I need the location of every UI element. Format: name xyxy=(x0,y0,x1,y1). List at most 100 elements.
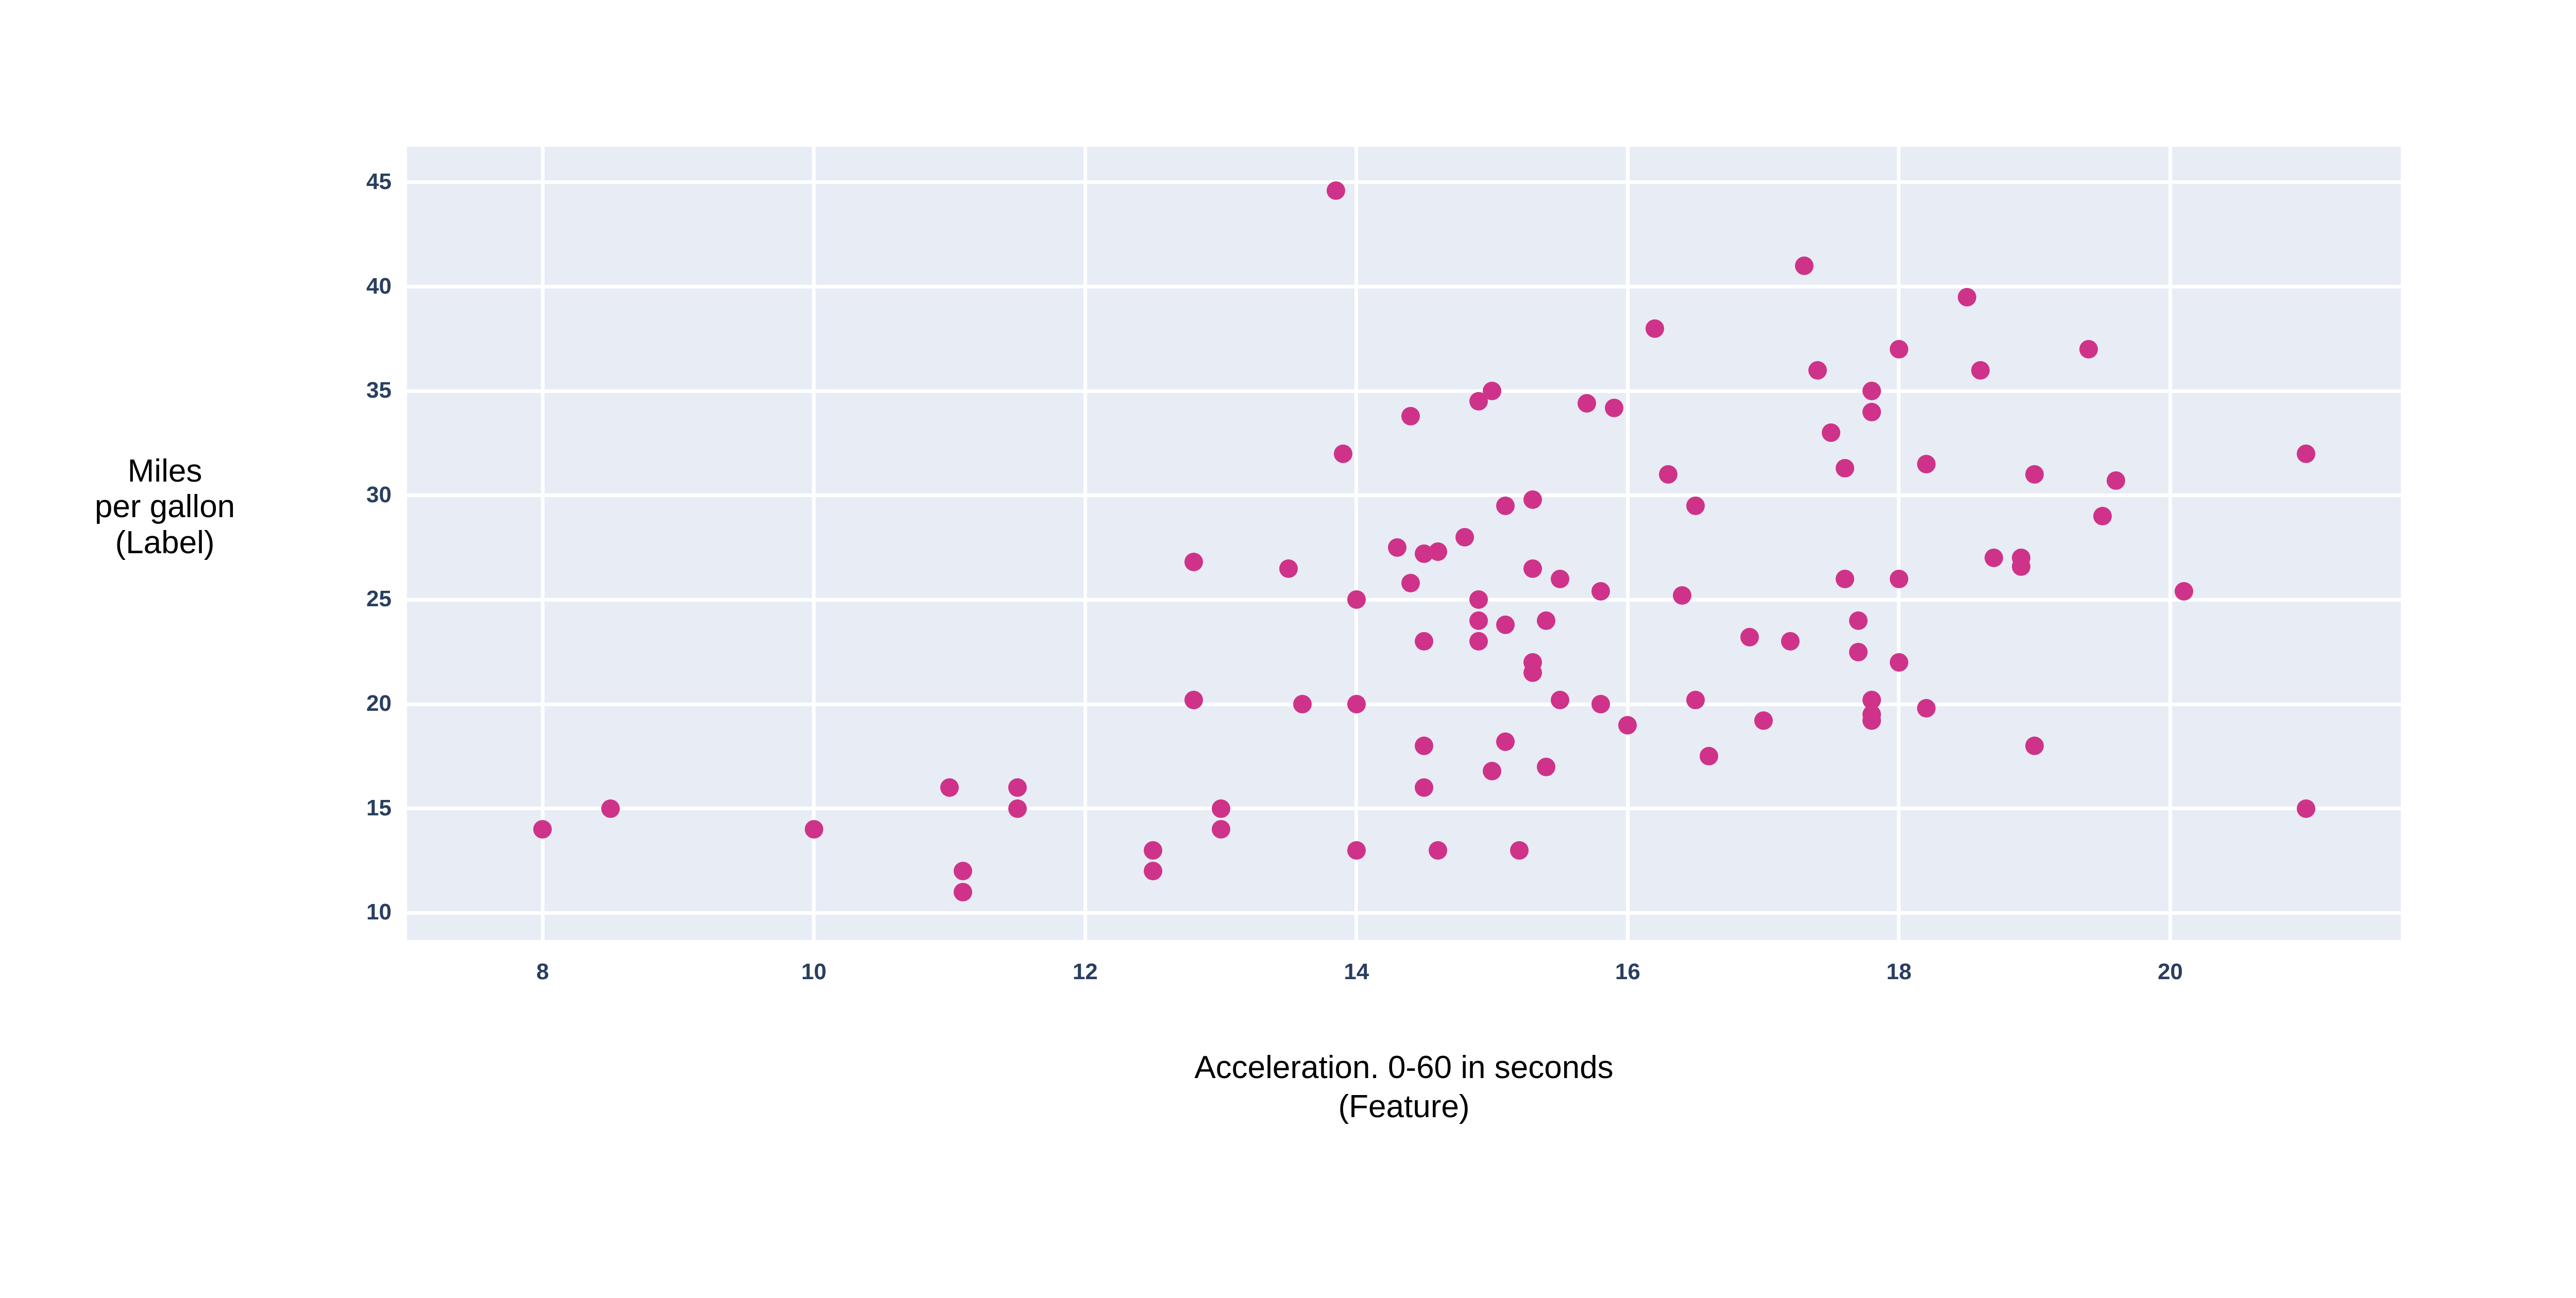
scatter-point xyxy=(1917,455,1936,473)
scatter-point xyxy=(1659,465,1678,484)
scatter-point xyxy=(1008,778,1027,797)
scatter-point xyxy=(1889,340,1908,359)
gridline-horizontal xyxy=(407,493,2401,498)
scatter-point xyxy=(2025,465,2044,484)
scatter-point xyxy=(1469,590,1488,609)
scatter-point xyxy=(1143,862,1162,881)
scatter-point xyxy=(1957,287,1976,306)
scatter-point xyxy=(1415,778,1434,797)
plot-area xyxy=(407,147,2401,940)
scatter-point xyxy=(1985,549,2004,568)
x-axis-tick-label: 18 xyxy=(1886,959,1912,984)
scatter-point xyxy=(1591,695,1610,714)
scatter-point xyxy=(1211,799,1230,818)
scatter-point xyxy=(1428,542,1447,561)
y-axis-tick-label: 35 xyxy=(366,378,392,403)
y-axis-tick-label: 45 xyxy=(366,168,392,194)
scatter-point xyxy=(2093,507,2112,526)
gridline-horizontal xyxy=(407,807,2401,811)
scatter-point xyxy=(1672,586,1691,605)
scatter-point xyxy=(2107,471,2126,490)
scatter-point xyxy=(1808,361,1827,380)
gridline-vertical xyxy=(1625,147,1630,940)
scatter-point xyxy=(1496,732,1515,751)
scatter-point xyxy=(2296,799,2315,818)
scatter-point xyxy=(1754,711,1773,730)
scatter-point xyxy=(1835,569,1854,588)
scatter-point xyxy=(1347,695,1366,714)
scatter-point xyxy=(1686,690,1705,709)
gridline-horizontal xyxy=(407,285,2401,289)
scatter-point xyxy=(1849,611,1868,630)
scatter-point xyxy=(1849,642,1868,661)
scatter-point xyxy=(1550,569,1569,588)
gridline-vertical xyxy=(1897,147,1901,940)
scatter-point xyxy=(1889,569,1908,588)
scatter-point xyxy=(1184,553,1203,572)
gridline-vertical xyxy=(540,147,545,940)
scatter-point xyxy=(804,820,823,839)
scatter-point xyxy=(954,862,973,881)
scatter-point xyxy=(1618,715,1637,735)
scatter-point xyxy=(1347,590,1366,609)
scatter-point xyxy=(2296,444,2315,463)
y-axis-tick-label: 30 xyxy=(366,482,392,507)
scatter-point xyxy=(1646,319,1665,338)
gridline-vertical xyxy=(812,147,816,940)
scatter-point xyxy=(940,778,959,797)
gridline-horizontal xyxy=(407,702,2401,706)
scatter-point xyxy=(1455,527,1475,546)
x-axis-tick-label: 10 xyxy=(801,959,827,984)
scatter-point xyxy=(2011,557,2030,576)
scatter-point xyxy=(1211,820,1230,839)
x-axis-tick-label: 12 xyxy=(1072,959,1098,984)
scatter-point xyxy=(1835,459,1854,478)
scatter-point xyxy=(1740,628,1759,647)
scatter-point xyxy=(1483,382,1502,401)
gridline-vertical xyxy=(1354,147,1359,940)
scatter-point xyxy=(1781,632,1800,651)
scatter-point xyxy=(1469,632,1488,651)
scatter-point xyxy=(1700,747,1719,766)
scatter-point xyxy=(1415,737,1434,756)
scatter-point xyxy=(1293,695,1312,714)
gridline-horizontal xyxy=(407,389,2401,393)
gridline-vertical xyxy=(1083,147,1087,940)
scatter-point xyxy=(1537,757,1556,776)
scatter-point xyxy=(1008,799,1027,818)
scatter-point xyxy=(1862,711,1882,730)
scatter-point xyxy=(1862,382,1882,401)
scatter-point xyxy=(1401,574,1420,592)
gridline-horizontal xyxy=(407,180,2401,184)
scatter-point xyxy=(1143,841,1162,860)
scatter-point xyxy=(2025,737,2044,756)
scatter-point xyxy=(1523,490,1543,509)
scatter-point xyxy=(601,799,620,818)
x-axis-tick-label: 16 xyxy=(1615,959,1640,984)
y-axis-tick-label: 25 xyxy=(366,586,392,612)
scatter-point xyxy=(1401,406,1420,425)
x-axis-tick-label: 14 xyxy=(1344,959,1369,984)
scatter-point xyxy=(1428,841,1447,860)
scatter-point xyxy=(1578,394,1597,413)
y-axis-tick-label: 20 xyxy=(366,691,392,716)
scatter-point xyxy=(1496,616,1515,635)
scatter-point xyxy=(1537,611,1556,630)
scatter-point xyxy=(2174,582,2193,601)
scatter-point xyxy=(1184,690,1203,709)
scatter-point xyxy=(1415,632,1434,651)
scatter-point xyxy=(1333,444,1352,463)
x-axis-tick-label: 8 xyxy=(536,959,549,984)
scatter-point xyxy=(954,882,973,901)
scatter-point xyxy=(1591,582,1610,601)
scatter-point xyxy=(1327,181,1346,200)
y-axis-tick-label: 15 xyxy=(366,795,392,821)
gridline-horizontal xyxy=(407,911,2401,915)
scatter-point xyxy=(533,820,552,839)
scatter-point xyxy=(1523,663,1543,682)
scatter-point xyxy=(1971,361,1990,380)
gridline-vertical xyxy=(2168,147,2172,940)
gridline-horizontal xyxy=(407,597,2401,602)
scatter-point xyxy=(1523,559,1543,578)
